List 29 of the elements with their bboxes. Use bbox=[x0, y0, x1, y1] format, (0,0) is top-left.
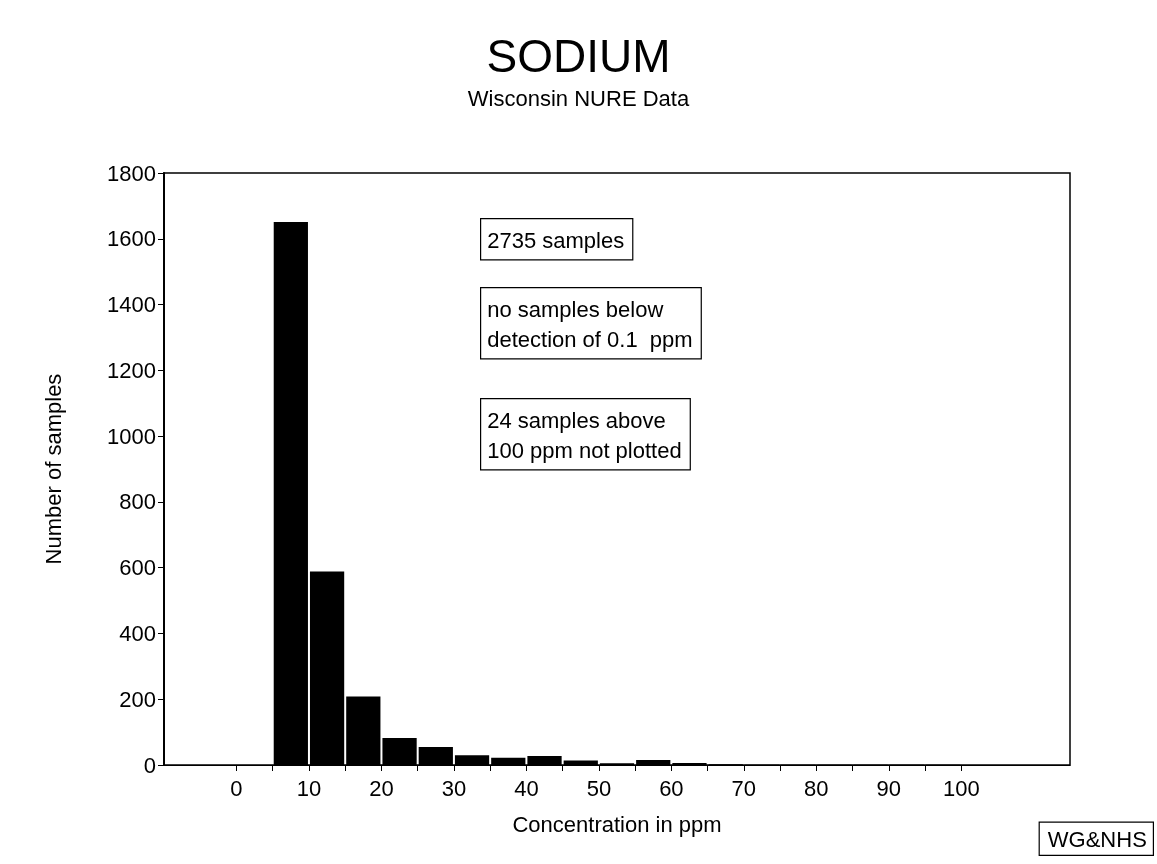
x-tick-label: 40 bbox=[514, 775, 539, 801]
y-tick-label: 400 bbox=[119, 620, 156, 646]
text: WG&NHS bbox=[1047, 827, 1147, 853]
annotation: 24 samples above 100 ppm not plotted bbox=[487, 407, 682, 463]
chart-title: SODIUM bbox=[486, 30, 671, 82]
x-tick-label: 20 bbox=[369, 775, 394, 801]
y-tick-label: 200 bbox=[119, 686, 156, 712]
y-tick-label: 1400 bbox=[107, 292, 156, 318]
x-tick-label: 50 bbox=[586, 775, 612, 801]
chart-subtitle: Wisconsin NURE Data bbox=[467, 85, 690, 111]
x-tick-label: 0 bbox=[230, 775, 243, 801]
x-tick-label: 60 bbox=[659, 775, 684, 801]
annotation: 2735 samples bbox=[487, 227, 625, 253]
x-tick-label: 70 bbox=[731, 775, 757, 801]
y-tick-label: 1200 bbox=[107, 357, 156, 383]
y-tick-label: 600 bbox=[119, 555, 156, 581]
x-tick-label: 30 bbox=[441, 775, 467, 801]
x-tick-label: 80 bbox=[804, 775, 829, 801]
y-tick-label: 1600 bbox=[107, 226, 156, 252]
y-axis-title: Number of samples bbox=[40, 373, 66, 565]
x-tick-label: 10 bbox=[296, 775, 322, 801]
x-tick-label: 90 bbox=[876, 775, 902, 801]
x-tick-label: 100 bbox=[942, 775, 980, 801]
y-tick-label: 0 bbox=[143, 752, 156, 778]
x-axis-title: Concentration in ppm bbox=[512, 811, 722, 837]
y-tick-label: 800 bbox=[119, 489, 156, 515]
y-tick-label: 1000 bbox=[107, 423, 156, 449]
y-tick-label: 1800 bbox=[107, 160, 156, 186]
annotation: no samples below detection of 0.1 ppm bbox=[487, 296, 693, 352]
